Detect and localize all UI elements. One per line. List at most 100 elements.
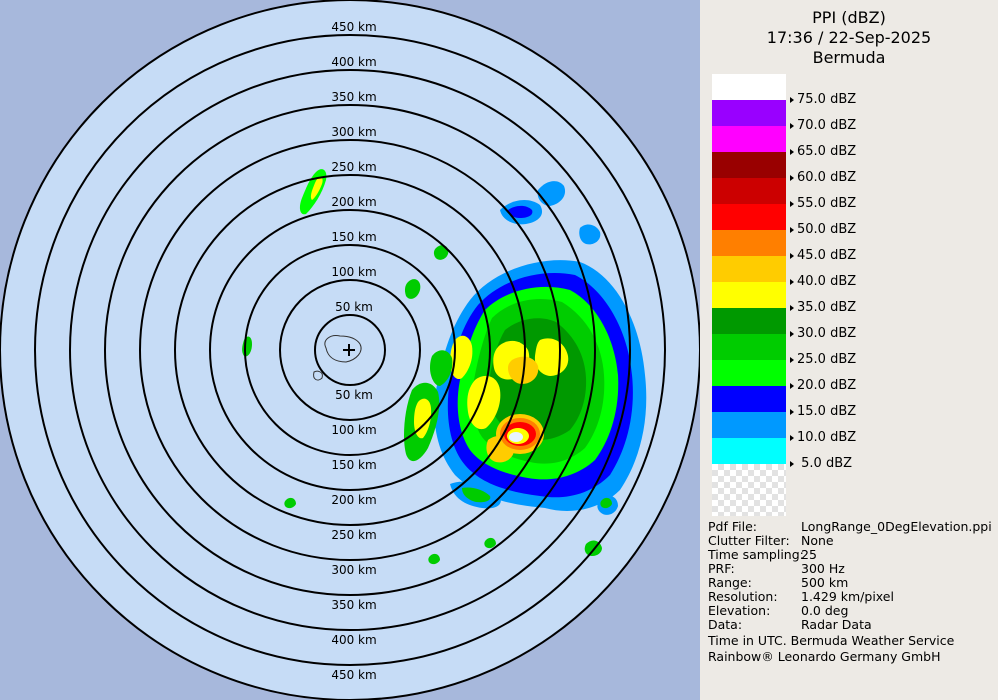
range-label-300-south: 300 km: [331, 563, 376, 577]
legend-label-text: 20.0 dBZ: [797, 378, 857, 393]
legend-label-5: 50.0 dBZ: [790, 222, 856, 237]
legend-label-text: 15.0 dBZ: [797, 404, 857, 419]
product-title: PPI (dBZ): [812, 8, 886, 27]
metadata-value: LongRange_0DegElevation.ppi: [801, 519, 992, 534]
legend-label-11: 20.0 dBZ: [790, 378, 856, 393]
legend-label-8: 35.0 dBZ: [790, 300, 856, 315]
legend-swatch-5: [712, 204, 786, 230]
shower-southeast-2: [600, 497, 612, 509]
legend-tick-icon: [790, 330, 794, 337]
footer-line-1: Time in UTC. Bermuda Weather Service: [708, 633, 955, 648]
legend-label-2: 65.0 dBZ: [790, 144, 856, 159]
range-rings: [0, 0, 700, 700]
range-label-200-south: 200 km: [331, 493, 376, 507]
range-ring-300: [139, 139, 561, 561]
range-ring-400: [69, 69, 631, 631]
range-ring-labels: 50 km 50 km 100 km 100 km 150 km 150 km 200 km…: [331, 20, 376, 682]
site-label: Bermuda: [812, 48, 886, 67]
legend-label-text: 45.0 dBZ: [797, 248, 857, 263]
legend-tick-icon: [790, 434, 794, 441]
range-label-350-south: 350 km: [331, 598, 376, 612]
legend-label-text: 70.0 dBZ: [797, 118, 857, 133]
legend-tick-icon: [790, 96, 794, 103]
rainband-east-cell: [579, 224, 601, 245]
metadata-key: Range:: [708, 575, 752, 590]
range-label-50-south: 50 km: [335, 388, 373, 402]
legend-tick-icon: [790, 460, 794, 467]
legend-label-text: 5.0 dBZ: [797, 456, 853, 471]
bermuda-coastline: [313, 335, 362, 381]
color-scale-legend: 75.0 dBZ 70.0 dBZ 65.0 dBZ 60.0 dBZ 55.0 dBZ…: [700, 0, 998, 520]
range-ring-200: [209, 209, 491, 491]
legend-label-text: 30.0 dBZ: [797, 326, 857, 341]
legend-label-text: 10.0 dBZ: [797, 430, 857, 445]
metadata-value: 25: [801, 547, 817, 562]
legend-swatch-11: [712, 360, 786, 386]
shower-south: [428, 553, 440, 565]
legend-tick-icon: [790, 200, 794, 207]
range-label-400-south: 400 km: [331, 633, 376, 647]
legend-tick-icon: [790, 356, 794, 363]
range-label-450-north: 450 km: [331, 20, 376, 34]
legend-label-text: 35.0 dBZ: [797, 300, 857, 315]
metadata-row: Pdf File: LongRange_0DegElevation.ppi: [708, 519, 998, 534]
radar-site-marker: [343, 344, 355, 356]
legend-tick-icon: [790, 174, 794, 181]
range-label-50-north: 50 km: [335, 300, 373, 314]
legend-swatch-2: [712, 126, 786, 152]
legend-label-12: 15.0 dBZ: [790, 404, 856, 419]
legend-swatch-12: [712, 386, 786, 412]
legend-swatch-14: [712, 438, 786, 464]
rainband-north-core: [508, 205, 533, 218]
echo-heavy-yellow-2: [467, 375, 501, 430]
legend-label-3: 60.0 dBZ: [790, 170, 856, 185]
metadata-row: PRF: 300 Hz: [708, 561, 998, 576]
range-label-250-north: 250 km: [331, 160, 376, 174]
metadata-value: 1.429 km/pixel: [801, 589, 894, 604]
shower-north-arc-core: [310, 176, 323, 200]
legend-tick-icon: [790, 408, 794, 415]
range-label-400-north: 400 km: [331, 55, 376, 69]
legend-panel: PPI (dBZ) 17:36 / 22-Sep-2025 Bermuda 75…: [700, 0, 998, 700]
range-ring-100: [279, 279, 421, 421]
range-label-300-north: 300 km: [331, 125, 376, 139]
metadata-key: Resolution:: [708, 589, 778, 604]
legend-swatch-1: [712, 100, 786, 126]
legend-label-text: 25.0 dBZ: [797, 352, 857, 367]
metadata-row: Resolution: 1.429 km/pixel: [708, 589, 998, 604]
legend-tick-icon: [790, 304, 794, 311]
legend-label-1: 70.0 dBZ: [790, 118, 856, 133]
metadata-value: 0.0 deg: [801, 603, 849, 618]
legend-tick-icon: [790, 122, 794, 129]
metadata-row: Time sampling: 25: [708, 547, 998, 562]
range-ring-250: [174, 174, 526, 526]
metadata-value: None: [801, 533, 834, 548]
legend-swatch-9: [712, 308, 786, 334]
range-ring-450: [34, 34, 666, 666]
legend-label-text: 40.0 dBZ: [797, 274, 857, 289]
metadata-key: Pdf File:: [708, 519, 757, 534]
range-ring-150: [244, 244, 456, 456]
legend-swatch-10: [712, 334, 786, 360]
legend-tick-icon: [790, 148, 794, 155]
metadata-row: Range: 500 km: [708, 575, 998, 590]
metadata-value: 500 km: [801, 575, 849, 590]
legend-label-text: 55.0 dBZ: [797, 196, 857, 211]
metadata-key: Data:: [708, 617, 743, 632]
metadata-value: 300 Hz: [801, 561, 845, 576]
legend-label-6: 45.0 dBZ: [790, 248, 856, 263]
legend-swatch-no-data: [712, 464, 786, 516]
range-label-200-north: 200 km: [331, 195, 376, 209]
metadata-key: Clutter Filter:: [708, 533, 790, 548]
legend-label-14: 5.0 dBZ: [790, 456, 852, 471]
legend-label-text: 65.0 dBZ: [797, 144, 857, 159]
legend-label-text: 75.0 dBZ: [797, 92, 857, 107]
metadata-value: Radar Data: [801, 617, 872, 632]
legend-label-13: 10.0 dBZ: [790, 430, 856, 445]
legend-tick-icon: [790, 226, 794, 233]
datetime-label: 17:36 / 22-Sep-2025: [766, 28, 932, 47]
legend-swatch-4: [712, 178, 786, 204]
shower-northeast-2: [433, 245, 449, 260]
legend-tick-icon: [790, 252, 794, 259]
legend-label-7: 40.0 dBZ: [790, 274, 856, 289]
